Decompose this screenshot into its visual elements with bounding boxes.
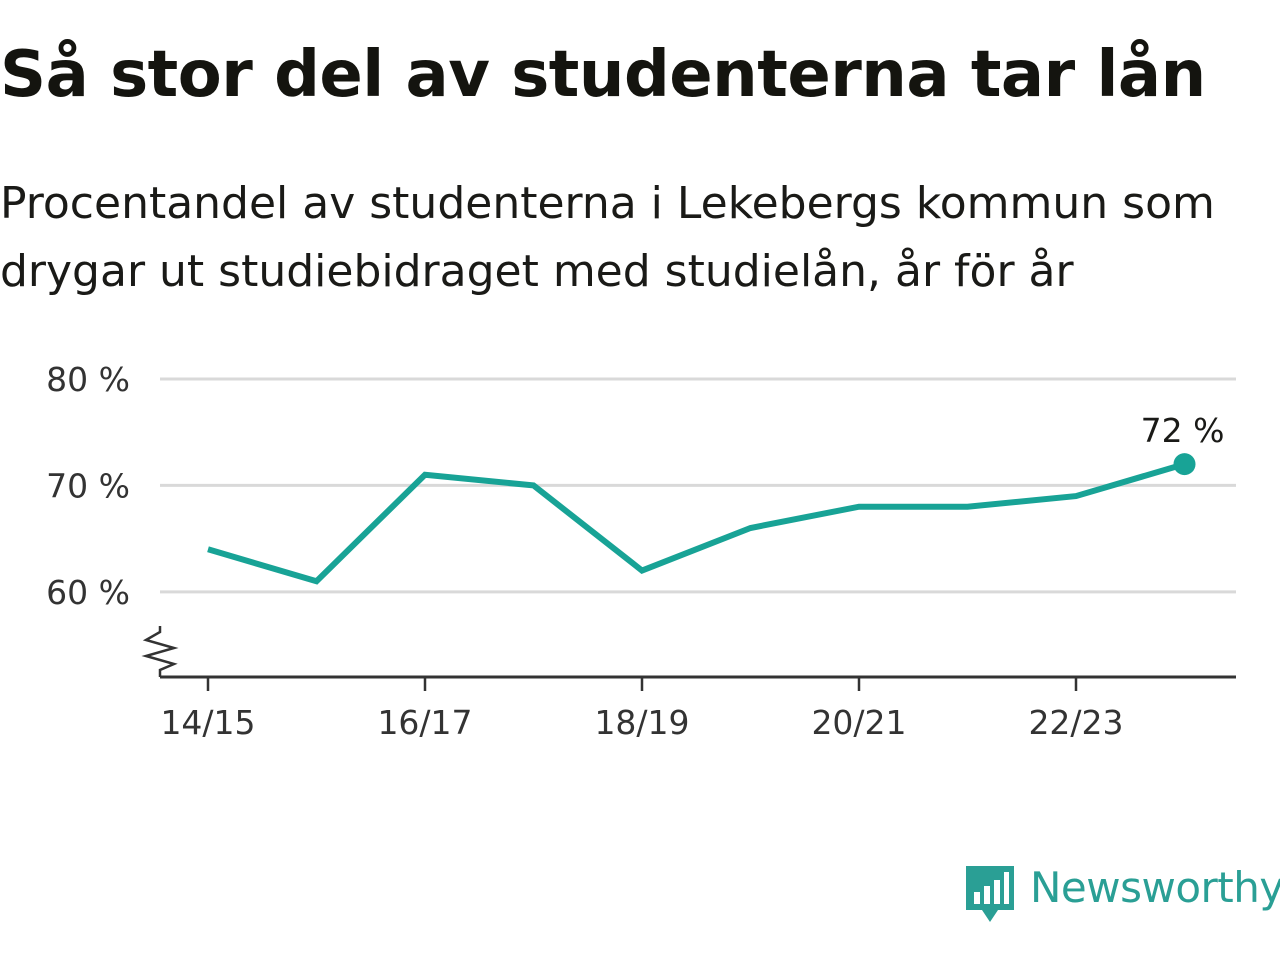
- brand-name: Newsworthy: [1030, 863, 1280, 912]
- x-tick-label: 20/21: [811, 703, 906, 742]
- x-tick-label: 18/19: [594, 703, 689, 742]
- end-point-marker: [1173, 453, 1196, 476]
- y-tick-label: 60 %: [46, 573, 130, 612]
- y-axis-break: [141, 626, 179, 677]
- line-chart: 60 % 70 % 80 % 14/15 16/17 18/19 20/21 22/23 72 …: [46, 360, 1236, 742]
- chart-subtitle: Procentandel av studenterna i Lekebergs …: [0, 178, 1215, 297]
- y-tick-label: 70 %: [46, 466, 130, 505]
- end-value-label: 72 %: [1141, 411, 1225, 450]
- x-tick-label: 14/15: [160, 703, 255, 742]
- x-tick-label: 22/23: [1028, 703, 1123, 742]
- y-tick-label: 80 %: [46, 360, 130, 399]
- newsworthy-logo: Newsworthy: [964, 862, 1280, 926]
- chart-title: Så stor del av studenterna tar lån: [0, 38, 1206, 112]
- bar-chart-speech-bubble-icon: [966, 866, 1014, 922]
- x-tick-label: 16/17: [377, 703, 472, 742]
- series-line: [207, 461, 1186, 585]
